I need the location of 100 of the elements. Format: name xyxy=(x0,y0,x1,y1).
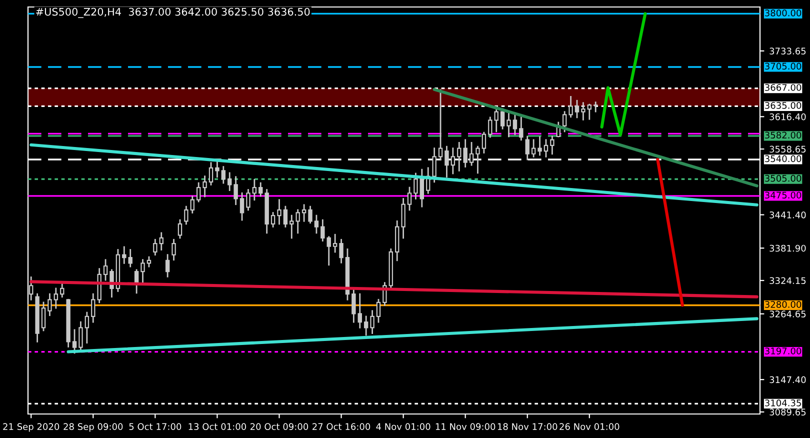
candlestick xyxy=(146,256,152,268)
candlestick xyxy=(103,259,108,281)
candlestick xyxy=(544,139,548,158)
candlestick xyxy=(283,206,288,228)
ref-line-label: 3667.00 xyxy=(765,84,802,91)
candlestick xyxy=(525,136,530,160)
candlestick xyxy=(506,112,511,138)
candlestick xyxy=(277,199,282,225)
candlestick xyxy=(364,316,368,336)
ref-line-label: 3705.00 xyxy=(765,62,802,70)
candlestick xyxy=(512,114,518,135)
ref-line-label: 3104.35 xyxy=(765,400,801,406)
candlestick xyxy=(531,139,536,158)
candlestick xyxy=(469,142,474,166)
candlestick xyxy=(246,189,250,211)
candlestick xyxy=(519,116,524,141)
candlestick xyxy=(581,102,586,120)
line-series xyxy=(600,12,647,136)
ref-line-label: 3475.00 xyxy=(765,192,802,199)
candlestick xyxy=(352,288,356,323)
candlestick xyxy=(184,206,188,225)
candlestick xyxy=(252,178,257,201)
y-tick-label: 3381.90 xyxy=(770,244,806,252)
candlestick xyxy=(240,192,244,221)
y-tick-label: 3264.65 xyxy=(770,310,806,318)
candlestick xyxy=(78,321,83,351)
candlestick xyxy=(221,166,226,184)
candlestick xyxy=(476,146,480,174)
candlestick xyxy=(84,312,90,344)
candlestick xyxy=(234,176,238,206)
candlestick xyxy=(228,172,232,192)
x-tick-label: 28 Sep 09:00 xyxy=(64,423,123,432)
ref-line-label: 3505.00 xyxy=(765,174,802,182)
candlestick xyxy=(450,148,456,174)
y-tick-label: 3324.15 xyxy=(770,277,806,284)
candlestick xyxy=(196,182,201,202)
candlestick xyxy=(208,162,214,186)
candlestick xyxy=(134,269,139,294)
candlestick xyxy=(165,254,170,278)
candlestick xyxy=(463,139,468,168)
candlestick xyxy=(172,238,176,261)
x-tick-label: 11 Nov 09:00 xyxy=(436,423,496,430)
x-tick-label: 13 Oct 01:00 xyxy=(188,423,246,430)
ref-line-label: 3635.00 xyxy=(765,102,802,109)
x-tick-label: 18 Nov 17:00 xyxy=(498,423,558,430)
candlestick xyxy=(376,298,381,323)
y-tick-label: 3558.65 xyxy=(770,146,806,153)
candlestick xyxy=(320,219,325,242)
candlestick xyxy=(153,238,158,256)
candlestick xyxy=(457,142,462,172)
y-tick-label: 3089.65 xyxy=(770,408,806,416)
candlestick xyxy=(432,148,436,183)
candlestick xyxy=(72,329,77,354)
y-tick-label: 3147.40 xyxy=(770,376,806,384)
candlestick xyxy=(444,146,449,178)
candlestick xyxy=(562,111,567,132)
candlestick xyxy=(41,302,46,332)
candlestick xyxy=(140,259,145,284)
candlestick xyxy=(332,234,338,253)
x-tick-label: 5 Oct 17:00 xyxy=(129,423,182,430)
x-tick-label: 4 Nov 01:00 xyxy=(376,423,430,430)
candlestick xyxy=(538,136,542,156)
candlestick xyxy=(258,182,263,197)
candlestick xyxy=(314,214,319,234)
candlestick xyxy=(407,186,412,211)
candlestick xyxy=(420,168,424,208)
candlestick xyxy=(178,219,182,239)
candlestick xyxy=(270,212,276,228)
candlestick xyxy=(308,206,312,224)
candlestick xyxy=(60,283,64,298)
candlestick xyxy=(91,293,96,323)
candlestick xyxy=(48,293,52,316)
ref-line-label: 3540.00 xyxy=(765,155,802,162)
candlestick xyxy=(54,288,58,309)
candlestick xyxy=(414,172,418,200)
candlestick xyxy=(302,204,306,222)
ref-line-label: 3582.00 xyxy=(765,132,802,139)
candlestick xyxy=(550,136,554,155)
x-tick-label: 20 Oct 09:00 xyxy=(250,423,308,430)
candlestick xyxy=(370,310,374,334)
candlestick xyxy=(326,236,331,266)
candlestick xyxy=(28,276,34,300)
candlestick xyxy=(594,102,598,112)
y-tick-label: 3733.65 xyxy=(770,48,806,54)
x-tick-label: 21 Sep 2020 xyxy=(3,423,60,432)
candlestick xyxy=(159,232,164,250)
chart-title: #US500_Z20,H4 3637.00 3642.00 3625.50 3636.50 xyxy=(36,8,310,18)
candlestick xyxy=(482,132,486,154)
candlestick xyxy=(568,96,573,118)
candlestick xyxy=(587,104,592,120)
candlestick xyxy=(190,196,194,214)
ref-line-label: 3197.00 xyxy=(765,348,802,354)
candlestick xyxy=(339,238,344,264)
y-tick-label: 3441.40 xyxy=(770,211,806,218)
x-tick-label: 27 Oct 16:00 xyxy=(312,423,370,430)
candlestick xyxy=(202,176,207,198)
candlestick xyxy=(574,100,580,118)
x-tick-label: 26 Nov 01:00 xyxy=(560,423,620,430)
y-tick-label: 3616.40 xyxy=(770,113,806,120)
ref-line-label: 3280.00 xyxy=(765,301,802,308)
